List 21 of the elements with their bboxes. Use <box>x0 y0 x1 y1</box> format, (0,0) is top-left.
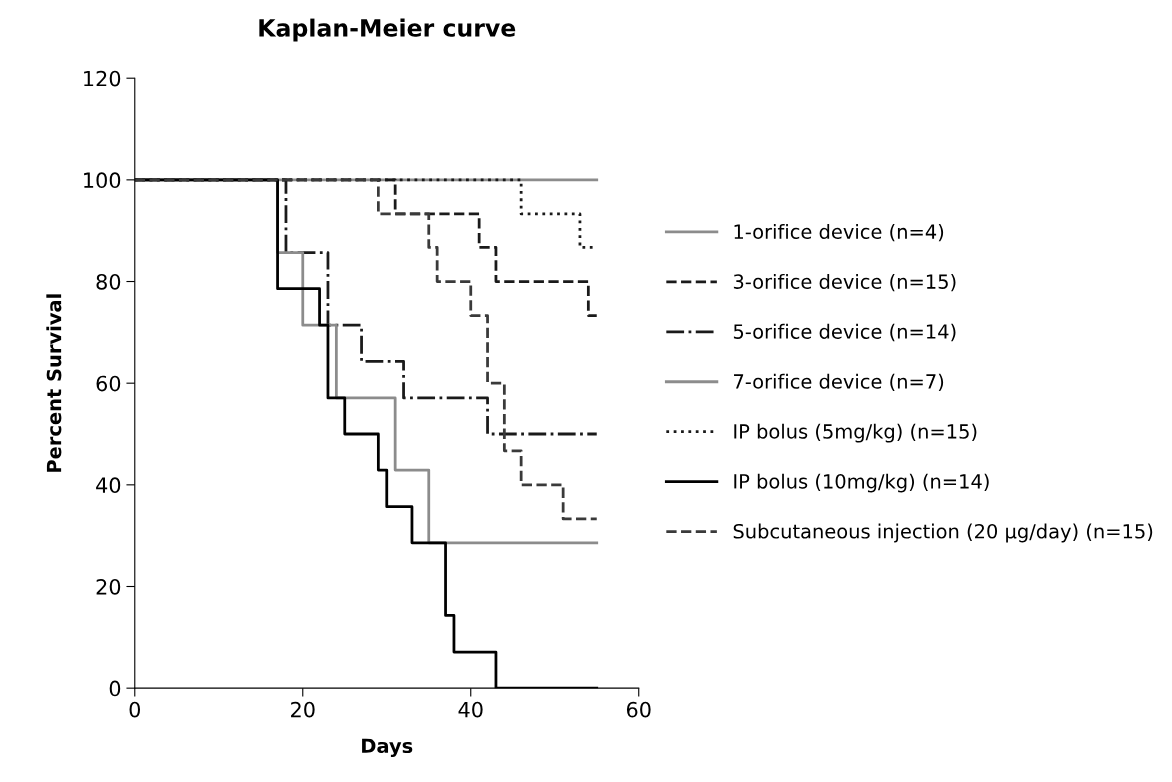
y-tick-label: 80 <box>96 273 121 290</box>
x-axis-title: Days <box>362 738 413 757</box>
y-axis-title: Percent Survival <box>46 294 62 472</box>
y-tick-label: 60 <box>96 375 121 392</box>
y-tick-label: 20 <box>96 578 121 595</box>
y-tick-label: 0 <box>109 680 121 697</box>
x-tick-label: 40 <box>458 701 483 718</box>
x-tick-label: 20 <box>291 701 315 718</box>
legend-label: 3-orifice device (n=15) <box>733 273 956 292</box>
legend-label: IP bolus (10mg/kg) (n=14) <box>734 473 989 493</box>
y-tick-label: 120 <box>84 70 121 87</box>
legend-label: 7-orifice device (n=7) <box>734 373 944 392</box>
legend-label: IP bolus (5mg/kg) (n=15) <box>734 423 977 443</box>
y-tick-label: 40 <box>96 477 121 494</box>
legend-label: 5-orifice device (n=14) <box>733 323 956 342</box>
chart-title: Kaplan-Meier curve <box>259 18 516 42</box>
x-tick-label: 60 <box>626 701 651 718</box>
x-tick-label: 0 <box>129 701 141 718</box>
legend-label: 1-orifice device (n=4) <box>734 223 944 242</box>
y-tick-label: 100 <box>84 172 121 189</box>
legend-label: Subcutaneous injection (20 µg/day) (n=15) <box>733 523 1153 543</box>
